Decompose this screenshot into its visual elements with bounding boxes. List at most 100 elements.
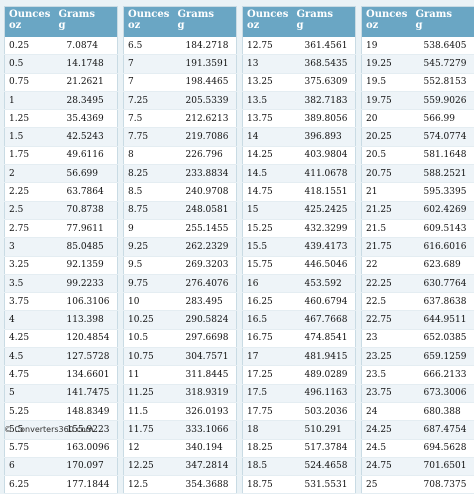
ounces-cell: 14	[243, 128, 293, 146]
grams-cell: 368.5435	[293, 55, 356, 73]
grams-cell: 382.7183	[293, 91, 356, 109]
grams-cell: 517.3784	[293, 439, 356, 457]
grams-cell: 680.388	[412, 402, 474, 420]
grams-cell: 489.0289	[293, 366, 356, 384]
ounces-cell: 14.25	[243, 146, 293, 164]
ounces-cell: 15.75	[243, 256, 293, 274]
grams-cell: 269.3203	[174, 256, 237, 274]
ounces-cell: 12.25	[124, 457, 174, 475]
grams-cell: 233.8834	[174, 165, 237, 183]
ounces-cell: 13.25	[243, 73, 293, 91]
grams-cell: 347.2814	[174, 457, 237, 475]
ounces-cell: 19	[362, 37, 412, 55]
ounces-cell: 17.5	[243, 384, 293, 402]
grams-cell: 21.2621	[55, 73, 118, 91]
ounces-header-label: Ounces	[9, 9, 52, 20]
ounces-cell: 17.25	[243, 366, 293, 384]
grams-cell: 77.9611	[55, 219, 118, 237]
grams-cell: 163.0096	[55, 439, 118, 457]
ounces-cell: 9.5	[124, 256, 174, 274]
ounces-cell: 16	[243, 274, 293, 292]
grams-header-label: Grams	[416, 9, 472, 20]
grams-cell: 361.4561	[293, 37, 356, 55]
ounces-cell: 5.25	[5, 402, 55, 420]
grams-cell: 389.8056	[293, 110, 356, 128]
grams-cell: 290.5824	[174, 311, 237, 329]
grams-cell: 637.8638	[412, 293, 474, 311]
ounces-cell: 3	[5, 238, 55, 256]
ounces-cell: 3.75	[5, 293, 55, 311]
ounces-cell: 22.5	[362, 293, 412, 311]
ounces-cell: 8.75	[124, 201, 174, 219]
grams-cell: 276.4076	[174, 274, 237, 292]
ounces-cell: 23.5	[362, 366, 412, 384]
ounces-cell: 16.25	[243, 293, 293, 311]
ounces-cell: 5.75	[5, 439, 55, 457]
ounces-cell: 14.5	[243, 165, 293, 183]
ounces-cell: 4.25	[5, 329, 55, 347]
grams-cell: 708.7375	[412, 476, 474, 494]
grams-cell: 432.3299	[293, 219, 356, 237]
grams-cell: 524.4658	[293, 457, 356, 475]
ounces-cell: 12.5	[124, 476, 174, 494]
grams-cell: 70.8738	[55, 201, 118, 219]
grams-cell: 609.5143	[412, 219, 474, 237]
ounces-cell: 6.5	[124, 37, 174, 55]
grams-cell: 673.3006	[412, 384, 474, 402]
grams-cell: 113.398	[55, 311, 118, 329]
ounces-cell: 20.5	[362, 146, 412, 164]
ounces-cell: 5	[5, 384, 55, 402]
grams-cell: 99.2233	[55, 274, 118, 292]
ounces-cell: 20.25	[362, 128, 412, 146]
grams-cell: 262.2329	[174, 238, 237, 256]
ounces-cell: 21.75	[362, 238, 412, 256]
grams-cell: 148.8349	[55, 402, 118, 420]
grams-cell: 588.2521	[412, 165, 474, 183]
ounces-cell: 13.75	[243, 110, 293, 128]
ounces-cell: 17.75	[243, 402, 293, 420]
ounces-cell: 7.25	[124, 91, 174, 109]
ounces-cell: 22.75	[362, 311, 412, 329]
ounces-cell: 10.5	[124, 329, 174, 347]
grams-cell: 85.0485	[55, 238, 118, 256]
ounces-cell: 12.75	[243, 37, 293, 55]
grams-cell: 659.1259	[412, 348, 474, 366]
grams-cell: 411.0678	[293, 165, 356, 183]
ounces-cell: 20.75	[362, 165, 412, 183]
ounces-cell: 8	[124, 146, 174, 164]
grams-cell: 602.4269	[412, 201, 474, 219]
